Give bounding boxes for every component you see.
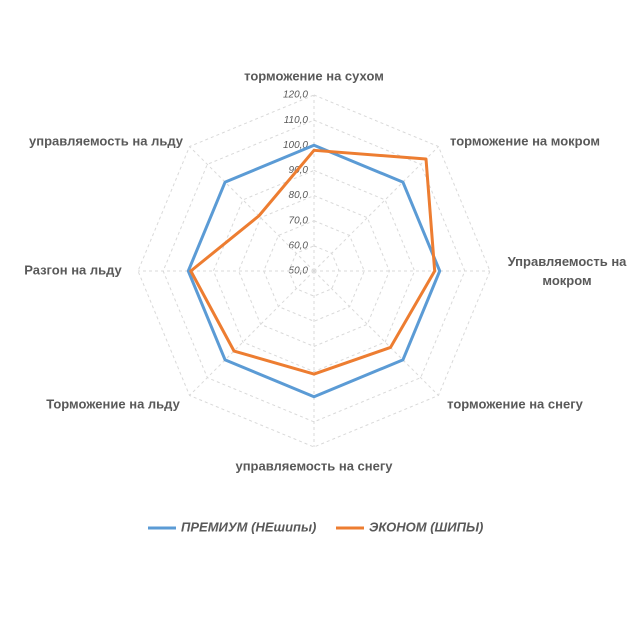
spoke	[189, 146, 315, 272]
series-line	[189, 148, 437, 376]
grid-ring	[238, 195, 390, 347]
y-tick-label: 70,0	[289, 215, 309, 226]
axis-label: торможение на сухом	[244, 68, 384, 83]
y-tick-label: 50,0	[289, 266, 309, 277]
spoke	[313, 270, 439, 396]
spoke	[189, 270, 315, 396]
legend-label: ПРЕМИУМ (НЕшипы)	[181, 519, 316, 534]
y-tick-label: 80,0	[289, 190, 309, 201]
axis-label: Управляемость на мокром	[508, 254, 628, 288]
axis-label: управляемость на снегу	[235, 458, 393, 473]
grid-ring	[212, 169, 416, 373]
axis-label: торможение на мокром	[450, 133, 600, 148]
axis-label: торможение на снегу	[447, 396, 584, 411]
y-tick-label: 120,0	[283, 90, 308, 101]
y-tick-label: 60,0	[289, 240, 309, 251]
axis-label: управляемость на льду	[29, 133, 184, 148]
legend-label: ЭКОНОМ (ШИПЫ)	[369, 519, 483, 534]
grid-ring	[162, 119, 466, 423]
y-tick-label: 100,0	[283, 140, 308, 151]
spoke	[313, 146, 439, 272]
axis-label: Разгон на льду	[24, 262, 122, 277]
grid-ring	[288, 245, 340, 297]
y-tick-label: 110,0	[284, 115, 309, 126]
series-line	[186, 143, 442, 399]
axis-label: Торможение на льду	[46, 396, 180, 411]
